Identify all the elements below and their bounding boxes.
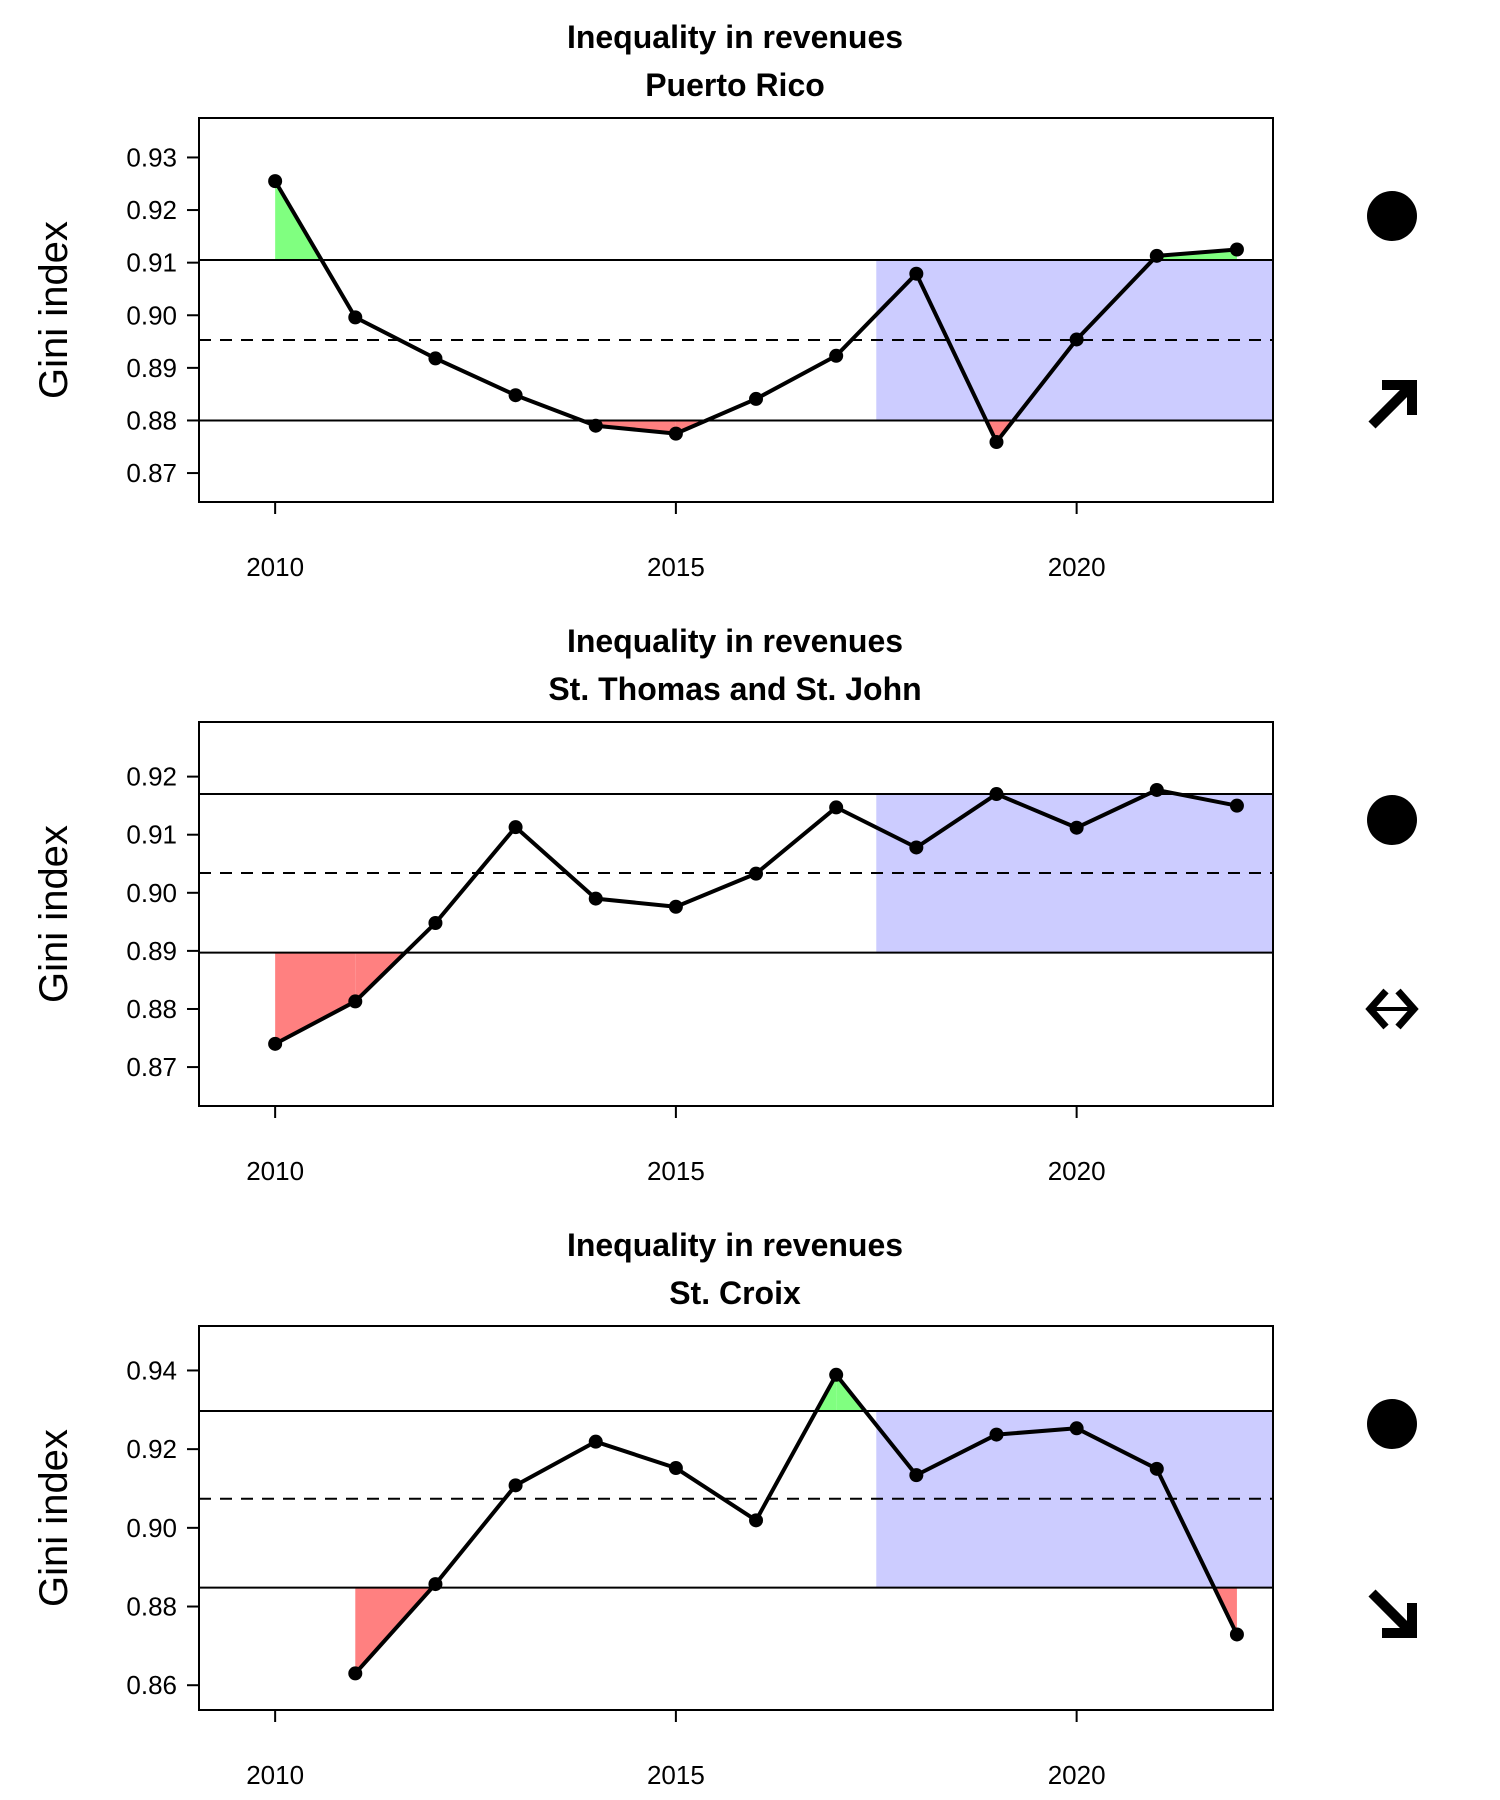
y-tick-label: 0.90	[126, 300, 177, 330]
y-tick-label: 0.87	[126, 1052, 177, 1082]
data-point	[508, 388, 523, 403]
data-point	[668, 899, 683, 914]
data-point	[909, 266, 924, 281]
data-point	[829, 800, 844, 815]
data-point	[588, 418, 603, 433]
y-tick-label: 0.93	[126, 142, 177, 172]
data-point	[668, 1461, 683, 1476]
x-tick-label: 2010	[246, 1760, 304, 1790]
x-tick-label: 2010	[246, 1156, 304, 1186]
data-point	[668, 426, 683, 441]
y-axis-label: Gini index	[32, 221, 76, 399]
chart-subtitle: St. Thomas and St. John	[548, 671, 921, 707]
plot-frame	[198, 721, 1274, 1107]
y-tick-label: 0.91	[126, 820, 177, 850]
data-point	[268, 1036, 283, 1051]
x-tick-label: 2015	[647, 1156, 705, 1186]
y-axis-label: Gini index	[32, 825, 76, 1003]
y-tick-label: 0.89	[126, 353, 177, 383]
y-tick-label: 0.94	[126, 1355, 177, 1385]
data-point	[1149, 782, 1164, 797]
y-tick-label: 0.87	[126, 458, 177, 488]
data-point	[348, 1666, 363, 1681]
data-point	[1069, 820, 1084, 835]
x-tick-label: 2020	[1048, 552, 1106, 582]
arrow-left-right-icon	[1365, 988, 1419, 1030]
y-tick-label: 0.92	[126, 762, 177, 792]
data-point	[989, 435, 1004, 450]
arrow-up-right-icon	[1368, 380, 1417, 429]
data-point	[749, 866, 764, 881]
data-point	[268, 174, 283, 189]
data-point	[508, 1478, 523, 1493]
data-point	[829, 348, 844, 363]
arrow-down-right-icon	[1368, 1589, 1417, 1638]
chart-title: Inequality in revenues	[567, 19, 903, 55]
chart-panel-1: Inequality in revenues Puerto Rico 0.87 0.8…	[32, 19, 1417, 582]
data-point	[1229, 242, 1244, 257]
data-point	[428, 916, 443, 931]
y-tick-label: 0.89	[126, 936, 177, 966]
y-tick-label: 0.92	[126, 1434, 177, 1464]
below-lower-fill	[275, 952, 356, 1044]
mean-status-dot-icon	[1367, 795, 1417, 845]
plot-frame	[198, 117, 1274, 503]
x-tick-label: 2010	[246, 552, 304, 582]
x-tick-label: 2020	[1048, 1760, 1106, 1790]
mean-status-dot-icon	[1367, 191, 1417, 241]
data-point	[909, 840, 924, 855]
data-point	[1069, 332, 1084, 347]
y-tick-label: 0.91	[126, 248, 177, 278]
data-point	[348, 994, 363, 1009]
data-point	[989, 1427, 1004, 1442]
x-tick-label: 2020	[1048, 1156, 1106, 1186]
mean-status-dot-icon	[1367, 1399, 1417, 1449]
data-point	[588, 891, 603, 906]
data-point	[1149, 248, 1164, 263]
data-point	[749, 391, 764, 406]
y-tick-label: 0.90	[126, 878, 177, 908]
data-point	[1069, 1421, 1084, 1436]
data-point	[829, 1367, 844, 1382]
chart-panel-3: Inequality in revenues St. Croix 0.86 0.88 0…	[32, 1227, 1417, 1790]
data-point	[1229, 798, 1244, 813]
chart-panel-2: Inequality in revenues St. Thomas and St.…	[32, 623, 1419, 1186]
plot-frame	[198, 1325, 1274, 1711]
data-point	[588, 1434, 603, 1449]
data-point	[428, 1577, 443, 1592]
data-point	[1149, 1461, 1164, 1476]
series-line	[353, 1372, 1239, 1675]
y-axis-label: Gini index	[32, 1429, 76, 1607]
data-point	[508, 820, 523, 835]
data-point	[1229, 1627, 1244, 1642]
y-tick-label: 0.90	[126, 1513, 177, 1543]
y-tick-label: 0.88	[126, 994, 177, 1024]
x-tick-label: 2015	[647, 1760, 705, 1790]
chart-title: Inequality in revenues	[567, 623, 903, 659]
y-tick-label: 0.92	[126, 195, 177, 225]
y-tick-label: 0.86	[126, 1670, 177, 1700]
x-tick-label: 2015	[647, 552, 705, 582]
chart-subtitle: Puerto Rico	[645, 67, 825, 103]
y-tick-label: 0.88	[126, 405, 177, 435]
chart-subtitle: St. Croix	[669, 1275, 801, 1311]
data-point	[749, 1513, 764, 1528]
y-tick-label: 0.88	[126, 1592, 177, 1622]
data-point	[348, 310, 363, 325]
chart-title: Inequality in revenues	[567, 1227, 903, 1263]
data-point	[428, 351, 443, 366]
data-point	[909, 1468, 924, 1483]
data-point	[989, 787, 1004, 802]
